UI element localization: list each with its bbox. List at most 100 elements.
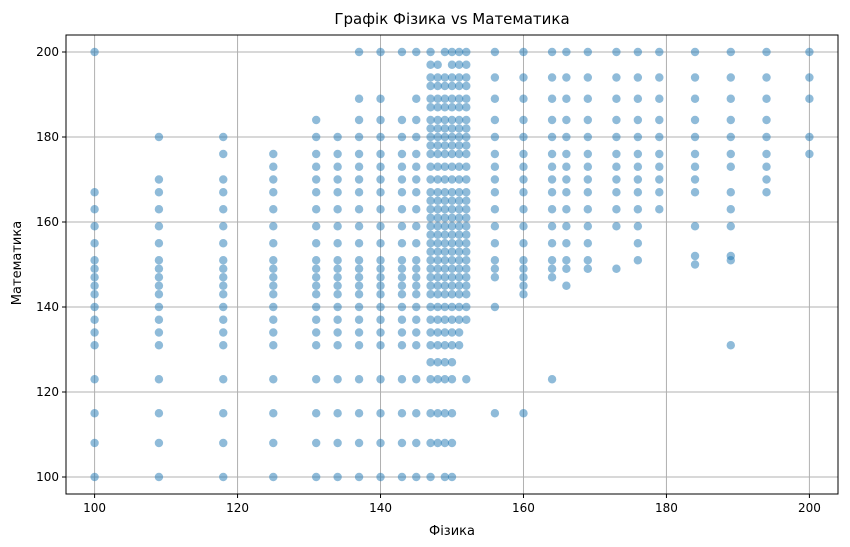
data-point [805,149,814,159]
data-point [433,94,442,103]
data-point [311,472,321,482]
data-point [655,115,664,125]
data-point [440,196,450,205]
data-point [447,205,457,214]
data-point [462,375,471,384]
data-point [440,149,450,159]
data-point [354,175,364,184]
data-point [447,358,457,367]
data-point [633,73,643,82]
data-point [90,409,99,418]
data-point [462,132,471,142]
data-point [690,222,700,231]
data-point [397,115,407,125]
data-point [433,205,442,214]
data-point [90,222,99,231]
data-point [690,175,700,184]
data-point [462,281,471,290]
data-point [454,47,464,57]
data-point [426,149,435,159]
data-point [354,472,364,482]
data-point [454,103,464,112]
data-point [433,230,442,239]
data-point [447,162,457,171]
data-point [412,290,421,299]
data-point [655,149,664,159]
data-point [90,302,99,312]
data-point [454,281,464,290]
data-point [462,188,471,197]
data-point [397,290,407,299]
data-point [462,60,471,69]
data-point [90,472,99,482]
data-point [376,315,385,324]
data-point [454,188,464,197]
data-point [454,230,464,239]
data-point [519,281,528,290]
data-point [547,264,557,273]
data-point [412,47,421,57]
data-point [397,132,407,142]
data-point [311,205,321,214]
data-point [547,375,557,384]
data-point [376,222,385,231]
data-point [490,222,500,231]
data-point [219,149,228,159]
data-point [433,188,442,197]
data-point [690,188,700,197]
data-point [412,375,421,384]
data-point [447,472,457,482]
data-point [462,264,471,273]
data-point [440,205,450,214]
data-point [354,162,364,171]
data-point [433,358,442,367]
data-point [519,205,528,214]
data-point [447,149,457,159]
x-tick-label: 200 [798,501,821,515]
data-point [490,175,500,184]
data-point [440,409,450,418]
data-point [412,472,421,482]
data-point [154,273,164,282]
data-point [426,264,435,273]
data-point [447,196,457,205]
data-point [311,281,321,290]
data-point [376,472,385,482]
data-point [447,47,457,57]
data-point [333,239,342,248]
data-point [90,188,99,197]
data-point [583,239,593,248]
data-point [154,264,164,273]
data-point [440,375,450,384]
data-point [333,162,342,171]
data-point [433,302,442,312]
data-point [454,213,464,222]
data-point [269,315,278,324]
data-point [426,132,435,142]
data-point [726,188,735,197]
data-point [412,341,421,350]
data-point [433,115,442,125]
data-point [354,290,364,299]
data-point [562,188,571,197]
data-point [519,264,528,273]
data-point [462,256,471,265]
data-point [412,205,421,214]
data-point [333,188,342,197]
data-point [354,375,364,384]
data-point [562,94,571,103]
data-point [433,273,442,282]
data-point [633,149,643,159]
data-point [354,188,364,197]
data-point [726,205,735,214]
data-point [426,256,435,265]
data-point [519,256,528,265]
data-point [519,239,528,248]
data-point [426,213,435,222]
data-point [655,188,664,197]
data-point [562,205,571,214]
data-point [562,149,571,159]
data-point [633,222,643,231]
data-point [426,60,435,69]
data-point [562,256,571,265]
